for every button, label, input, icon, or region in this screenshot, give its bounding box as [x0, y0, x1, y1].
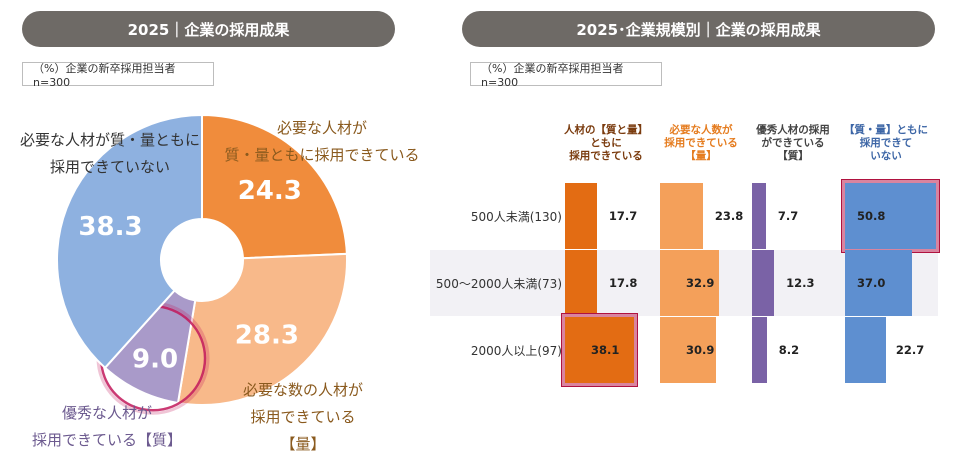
- bar-value-label: 50.8: [857, 209, 886, 223]
- bar: [660, 183, 703, 249]
- row-label: 500人未満(130): [470, 210, 562, 224]
- column-header: 優秀人材の採用 ができている 【質】: [756, 124, 830, 162]
- bar-value-label: 30.9: [686, 343, 715, 357]
- right-title: 2025･企業規模別｜企業の採用成果: [462, 11, 935, 47]
- bar-value-label: 7.7: [777, 209, 799, 223]
- label-quantity: 必要な数の人材が 採用できている 【量】: [242, 381, 363, 453]
- bar-value-label: 8.2: [778, 343, 800, 357]
- donut-value-label: 9.0: [132, 344, 178, 374]
- bar: [752, 183, 766, 249]
- bar-value-label: 17.8: [609, 276, 638, 290]
- row-label: 500～2000人未満(73): [435, 277, 562, 291]
- label-both-achieved: 必要な人材が 質・量ともに採用できている: [224, 119, 420, 164]
- bar-value-label: 37.0: [857, 276, 886, 290]
- donut-slice: [56, 113, 203, 370]
- column-header: 必要な人数が 採用できている 【量】: [664, 124, 738, 162]
- bar: [845, 250, 912, 316]
- bar: [565, 250, 598, 316]
- left-title: 2025｜企業の採用成果: [22, 11, 395, 47]
- bar-value-label: 22.7: [895, 343, 925, 357]
- donut-slice: [176, 252, 348, 406]
- donut-chart: 24.3 28.3 9.0 38.3: [56, 113, 348, 415]
- bar: [565, 317, 634, 383]
- bar: [565, 183, 597, 249]
- bar: [845, 183, 937, 249]
- donut-value-label: 24.3: [238, 176, 302, 206]
- bar: [752, 250, 775, 316]
- column-header: 人材の【質と量】 ともに 採用できている: [564, 124, 648, 162]
- label-none-achieved: 必要な人材が質・量ともに 採用できていない: [19, 131, 200, 176]
- row-label: 2000人以上(97): [470, 344, 562, 358]
- right-sample-note: （%）企業の新卒採用担当者 n=300: [470, 62, 662, 89]
- bar: [752, 317, 767, 383]
- left-sample-note: （%）企業の新卒採用担当者 n=300: [22, 62, 214, 89]
- bar: [660, 250, 720, 316]
- label-quality: 優秀な人材が 採用できている【質】: [31, 404, 182, 449]
- bar-value-label: 12.3: [786, 276, 815, 290]
- bar-value-label: 38.1: [591, 343, 620, 357]
- bar-value-label: 23.8: [714, 209, 744, 223]
- bar-value-label: 17.7: [608, 209, 638, 223]
- donut-slice: [201, 113, 348, 260]
- column-header: 【質・量】ともに 採用できて いない: [844, 124, 928, 162]
- bar-value-label: 32.9: [686, 276, 715, 290]
- bar: [845, 317, 886, 383]
- bar: [660, 317, 716, 383]
- donut-value-label: 38.3: [78, 212, 142, 242]
- donut-value-label: 28.3: [235, 320, 299, 350]
